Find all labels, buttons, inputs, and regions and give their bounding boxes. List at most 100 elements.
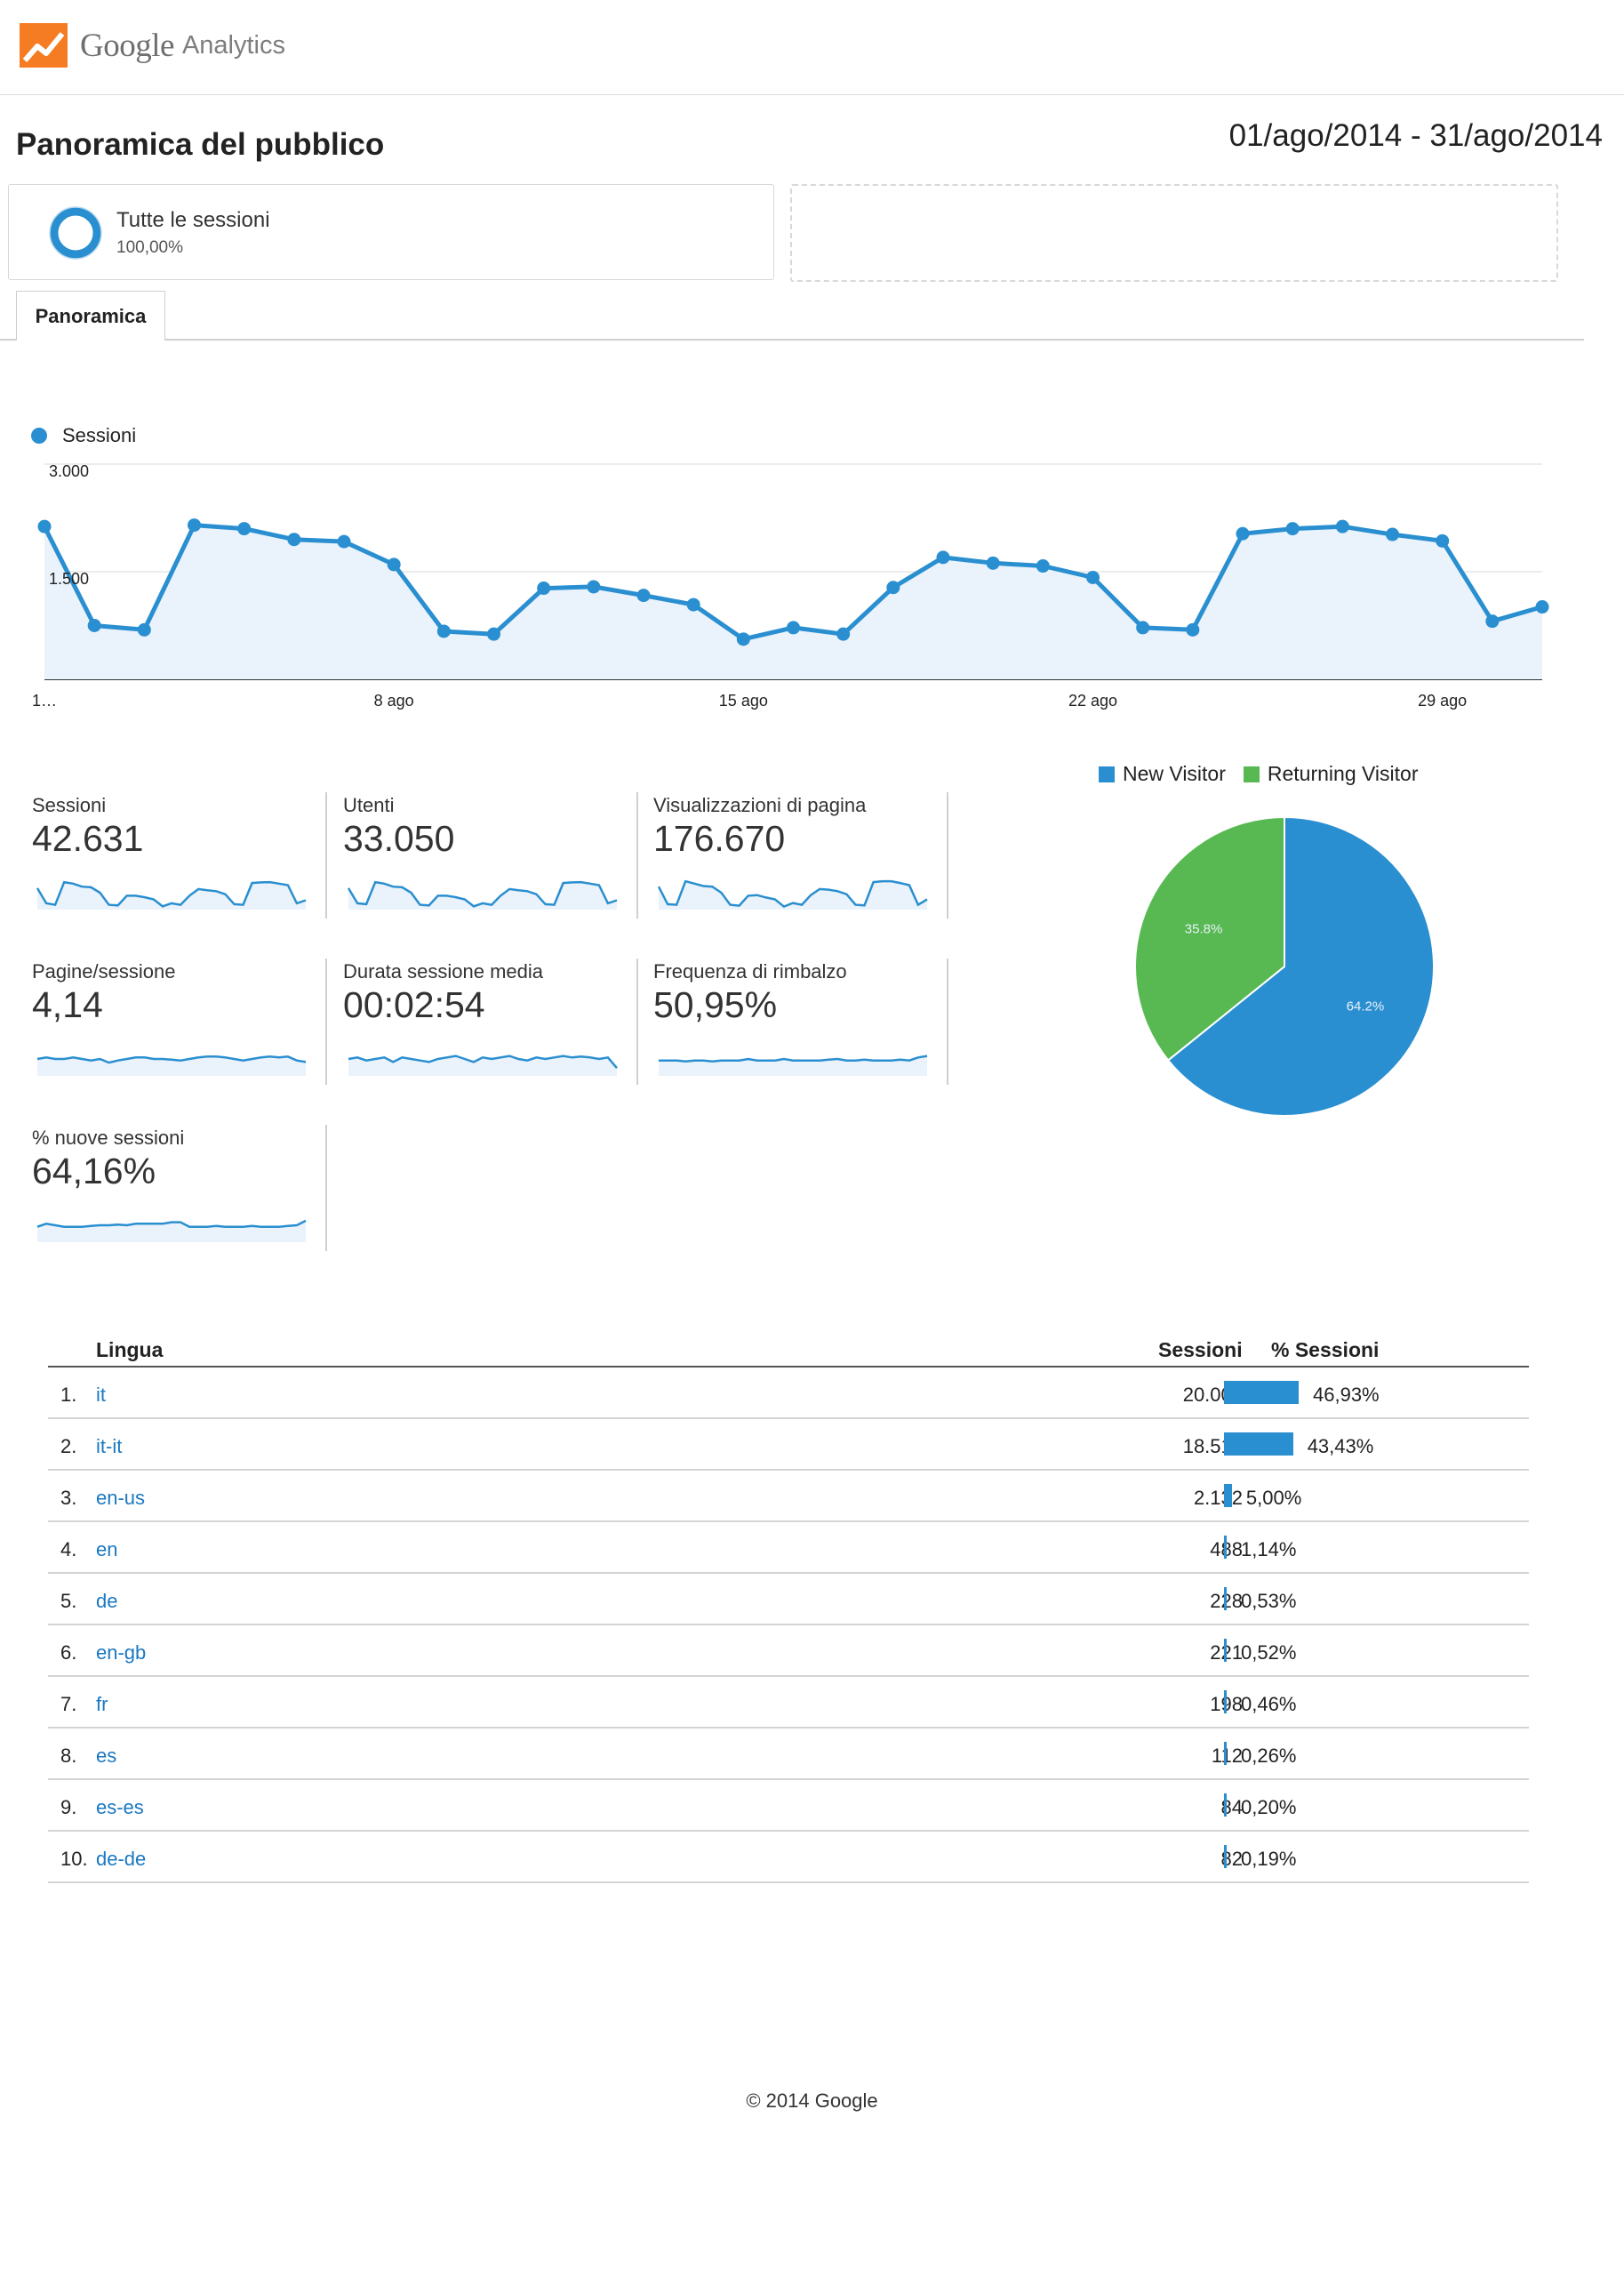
metric-sparkline [36,1219,307,1242]
language-link[interactable]: es [96,1745,117,1767]
metric-card[interactable]: Durata sessione media 00:02:54 [343,960,636,1085]
pie-slice[interactable] [1134,815,1285,1062]
table-row: 8. es 112 0,26% [48,1729,1529,1780]
x-tick-label: 15 ago [719,692,768,710]
data-point[interactable] [1086,570,1100,584]
table-row: 1. it 20.008 46,93% [48,1368,1529,1419]
segment-percent: 100,00% [116,238,184,257]
footer-copyright: © 2014 Google [746,2090,878,2112]
data-point[interactable] [587,580,601,594]
column-header-sessions[interactable]: Sessioni [1158,1338,1243,1361]
tab-overview[interactable]: Panoramica [16,291,165,341]
language-link[interactable]: en [96,1538,118,1560]
metric-label: Pagine/sessione [32,960,176,983]
metric-value: 4,14 [32,984,103,1025]
visitor-type-pie-chart: 64.2% 35.8% [1134,815,1435,1117]
row-percent: 0,52% [1241,1641,1297,1664]
data-point[interactable] [237,522,252,536]
row-rank: 5. [60,1590,77,1612]
data-point[interactable] [487,627,500,641]
data-point[interactable] [436,624,451,638]
language-link[interactable]: it [96,1384,106,1406]
data-point[interactable] [986,556,1000,570]
data-point[interactable] [387,557,401,572]
language-link[interactable]: en-gb [96,1641,147,1664]
data-point[interactable] [1186,622,1200,637]
page-title: Panoramica del pubblico [16,127,385,162]
tab-bar-divider [0,339,1584,341]
new-visitor-swatch [1099,766,1115,782]
language-link[interactable]: es-es [96,1796,144,1818]
data-point[interactable] [736,632,750,646]
pie-slice[interactable] [1166,815,1435,1117]
sessions-legend-label[interactable]: Sessioni [62,424,137,446]
language-link[interactable]: fr [96,1693,108,1715]
metric-label: Sessioni [32,794,107,816]
date-range-picker[interactable]: 01/ago/2014 - 31/ago/2014 [1228,118,1603,153]
data-point[interactable] [886,581,900,595]
percent-bar [1224,1690,1227,1713]
language-link[interactable]: de [96,1590,118,1612]
metric-sparkline [36,880,307,910]
row-rank: 6. [60,1641,77,1664]
table-row: 3. en-us 2.132 5,00% [48,1471,1529,1522]
row-rank: 10. [60,1848,88,1870]
metric-card[interactable]: Frequenza di rimbalzo 50,95% [653,960,947,1085]
legend-returning-visitor[interactable]: Returning Visitor [1267,762,1419,785]
table-row: 7.fr1980,46% [48,1677,1529,1729]
data-point[interactable] [836,627,851,641]
metric-label: Utenti [343,794,395,816]
language-link[interactable]: en-us [96,1487,146,1509]
data-point[interactable] [87,619,101,632]
y-tick-label: 3.000 [49,462,89,480]
percent-bar [1224,1793,1227,1817]
google-analytics-logo[interactable]: Google Analytics [20,23,285,68]
metric-card[interactable]: Visualizzazioni di pagina 176.670 [653,794,947,918]
data-point[interactable] [1036,559,1050,574]
pie-slice-label: 35.8% [1185,922,1223,937]
data-point[interactable] [37,519,52,533]
data-point[interactable] [1285,522,1300,536]
metric-label: Durata sessione media [343,960,544,983]
row-percent: 0,46% [1241,1693,1297,1715]
analytics-logo-icon [20,23,68,68]
metric-card[interactable]: % nuove sessioni 64,16% [32,1127,325,1251]
data-point[interactable] [787,621,800,635]
metric-card[interactable]: Utenti 33.050 [343,794,636,918]
legend-new-visitor[interactable]: New Visitor [1123,762,1226,785]
data-point[interactable] [537,582,551,596]
row-rank: 3. [60,1487,77,1509]
data-point[interactable] [1386,527,1399,541]
row-rank: 8. [60,1745,77,1767]
data-point[interactable] [337,534,351,549]
data-point[interactable] [686,598,700,612]
data-point[interactable] [287,533,301,547]
data-point[interactable] [1485,614,1500,629]
data-point[interactable] [1335,519,1349,533]
percent-bar [1224,1432,1293,1456]
row-rank: 7. [60,1693,77,1715]
data-point[interactable] [1136,621,1150,635]
column-header-language[interactable]: Lingua [96,1338,164,1361]
metric-label: % nuove sessioni [32,1127,185,1149]
language-link[interactable]: de-de [96,1848,147,1870]
metric-card[interactable]: Pagine/sessione 4,14 [32,960,325,1085]
add-segment-placeholder[interactable] [790,184,1558,282]
data-point[interactable] [1436,533,1450,548]
metric-card[interactable]: Sessioni 42.631 [32,794,325,918]
data-point[interactable] [936,550,950,565]
sessions-area [44,525,1542,679]
metric-divider [325,959,327,1085]
row-percent: 5,00% [1245,1487,1302,1509]
table-row: 9. es-es 84 0,20% [48,1780,1529,1832]
metric-divider [636,792,638,918]
data-point[interactable] [636,589,651,603]
language-link[interactable]: it-it [96,1435,123,1457]
data-point[interactable] [188,518,201,533]
column-header-percent-sessions[interactable]: % Sessioni [1271,1338,1380,1361]
pie-slice-label: 64.2% [1347,999,1385,1014]
segment-card[interactable] [8,184,774,280]
data-point[interactable] [1535,600,1549,614]
data-point[interactable] [137,622,151,637]
data-point[interactable] [1236,526,1250,541]
